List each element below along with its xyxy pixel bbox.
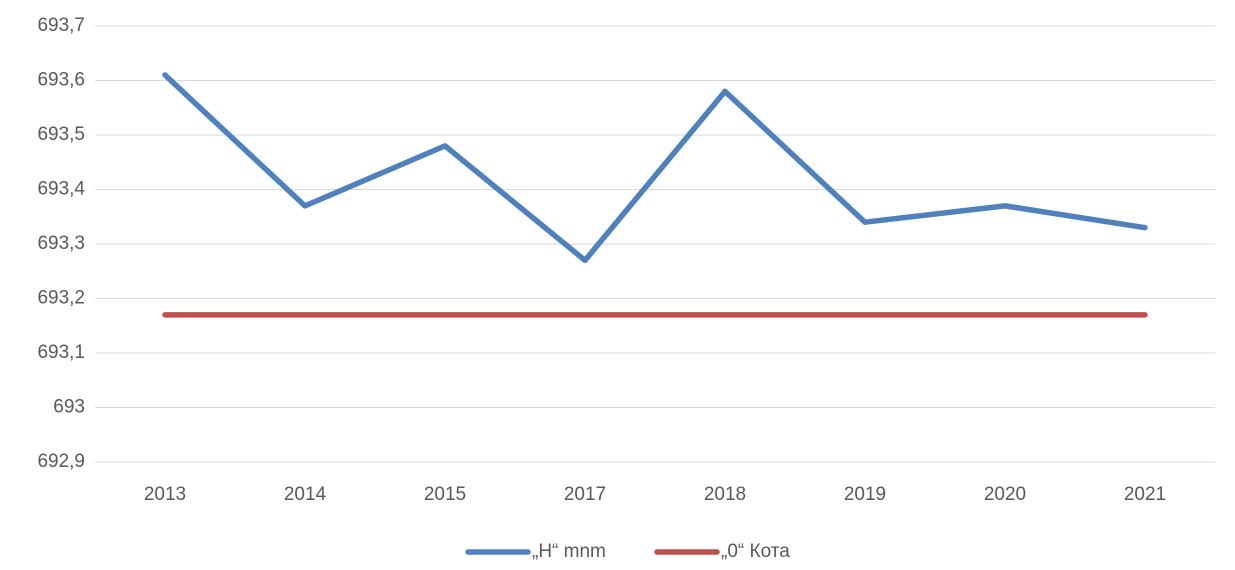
data-line: [162, 72, 1148, 264]
x-tick-label: 2018: [704, 484, 746, 505]
x-tick-label: 2014: [284, 484, 327, 505]
y-tick-label: 693: [53, 397, 85, 418]
x-tick-label: 2021: [1124, 484, 1166, 505]
y-tick-label: 693,6: [37, 70, 85, 91]
y-tick-label: 693,4: [37, 179, 85, 200]
y-tick-label: 693,3: [37, 233, 85, 254]
y-tick-label: 693,1: [37, 342, 85, 363]
x-tick-label: 2019: [844, 484, 886, 505]
legend-label: „H“ mnm: [532, 541, 606, 562]
x-tick-label: 2015: [424, 484, 466, 505]
y-tick-label: 693,5: [37, 124, 85, 145]
x-tick-label: 2020: [984, 484, 1026, 505]
legend-label: „0“ Кота: [721, 541, 790, 562]
y-tick-label: 693,2: [37, 288, 85, 309]
x-tick-label: 2017: [564, 484, 606, 505]
y-tick-label: 692,9: [37, 451, 85, 472]
y-tick-label: 693,7: [37, 15, 85, 36]
x-tick-label: 2013: [144, 484, 186, 505]
